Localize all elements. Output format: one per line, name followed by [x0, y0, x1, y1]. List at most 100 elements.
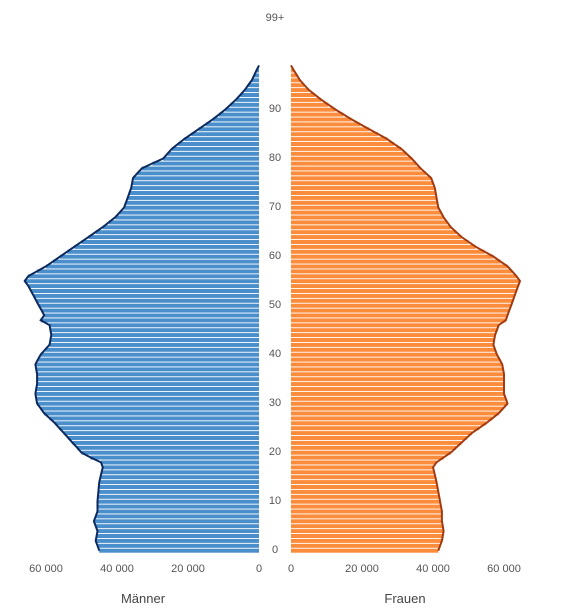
female-bar-age-24 [291, 431, 473, 436]
female-bar-age-22 [291, 440, 462, 445]
male-bar-age-55 [24, 279, 260, 284]
male-bar-age-83 [178, 142, 259, 146]
male-bar-age-91 [230, 102, 259, 107]
female-bar-age-84 [291, 137, 387, 142]
male-bar-age-71 [125, 200, 259, 205]
male-bar-age-24 [63, 431, 259, 436]
male-bar-age-57 [37, 269, 259, 274]
male-bar-age-88 [212, 117, 259, 122]
female-bar-age-7 [291, 514, 442, 519]
male-bar-age-6 [93, 519, 259, 524]
male-bar-age-26 [54, 421, 259, 426]
female-bar-age-5 [291, 524, 443, 529]
female-bar-age-38 [291, 362, 503, 367]
female-bar-age-31 [291, 396, 506, 401]
male-bar-age-2 [95, 538, 259, 543]
female-bar-age-1 [291, 543, 441, 548]
male-bar-age-93 [240, 93, 259, 97]
age-tick-label-40: 40 [269, 348, 281, 360]
female-bar-age-86 [291, 127, 370, 132]
male-bar-age-84 [184, 137, 259, 142]
female-bar-age-61 [291, 249, 485, 254]
male-bar-age-29 [40, 406, 259, 411]
male-bar-age-70 [124, 205, 259, 210]
male-bar-age-73 [129, 191, 259, 195]
male-bar-age-28 [44, 411, 259, 416]
male-bar-age-13 [98, 485, 260, 489]
female-bar-age-73 [291, 191, 436, 195]
male-bar-age-96 [251, 78, 259, 83]
male-bar-age-90 [225, 107, 259, 112]
male-bar-age-60 [60, 254, 260, 259]
female-bar-age-19 [291, 455, 444, 460]
age-tick-label-80: 80 [269, 152, 281, 164]
male-bar-age-89 [219, 112, 259, 117]
female-bar-age-6 [291, 519, 442, 524]
male-bar-age-61 [67, 249, 259, 254]
female-bar-age-41 [291, 347, 496, 352]
age-tick-label-top: 99+ [266, 12, 285, 24]
male-bar-age-25 [59, 426, 259, 431]
female-bar-age-34 [291, 382, 504, 387]
female-bar-age-63 [291, 240, 469, 244]
male-bar-age-51 [36, 298, 259, 303]
male-bar-age-66 [102, 225, 259, 230]
female-bar-age-70 [291, 205, 439, 210]
male-bar-age-42 [49, 342, 259, 347]
male-bar-age-80 [163, 156, 259, 161]
male-bar-age-68 [115, 215, 259, 220]
female-bar-age-9 [291, 504, 441, 509]
age-axis-labels: 0 10 20 30 40 50 60 70 80 90 99+ [266, 12, 285, 556]
female-bar-age-96 [291, 78, 300, 83]
female-bar-age-55 [291, 279, 520, 284]
female-bar-age-40 [291, 352, 497, 357]
male-bar-age-14 [99, 480, 259, 485]
male-bar-age-67 [109, 220, 259, 225]
female-bar-age-59 [291, 259, 501, 264]
male-outline-line [23, 64, 260, 551]
female-bar-age-0 [291, 548, 439, 553]
male-series-label: Männer [121, 591, 166, 606]
age-tick-label-30: 30 [269, 397, 281, 409]
male-bar-age-1 [97, 543, 259, 548]
male-bar-age-36 [37, 372, 259, 377]
male-bar-age-59 [53, 259, 259, 264]
male-x-tick-2: 20 000 [171, 563, 205, 575]
male-bar-age-5 [95, 524, 259, 529]
female-bar-age-85 [291, 132, 378, 137]
female-bar-age-21 [291, 445, 457, 450]
female-bar-age-37 [291, 367, 504, 372]
female-bar-age-77 [291, 171, 426, 176]
female-bar-age-81 [291, 151, 407, 156]
age-tick-label-90: 90 [269, 103, 281, 115]
male-bars-group [24, 68, 260, 553]
female-bar-age-33 [291, 387, 504, 391]
female-bar-age-89 [291, 112, 344, 117]
male-bar-age-79 [152, 161, 259, 166]
male-bar-age-7 [95, 514, 259, 519]
age-tick-label-20: 20 [269, 446, 281, 458]
male-bar-age-92 [235, 97, 259, 102]
female-bar-age-56 [291, 274, 517, 279]
male-bar-age-62 [74, 244, 260, 249]
female-bar-age-67 [291, 220, 448, 225]
male-bar-age-0 [99, 548, 259, 553]
male-bar-age-18 [101, 460, 260, 465]
male-bar-age-43 [50, 338, 259, 342]
male-bar-age-53 [30, 289, 259, 293]
male-bar-age-10 [97, 499, 259, 504]
male-bar-age-74 [131, 186, 259, 191]
female-bar-age-69 [291, 210, 441, 215]
female-x-tick-1: 20 000 [345, 563, 379, 575]
female-bar-age-94 [291, 88, 309, 93]
male-bar-age-69 [119, 210, 259, 215]
female-x-tick-0: 0 [288, 563, 294, 575]
male-bar-age-47 [40, 318, 259, 323]
female-bar-age-87 [291, 122, 361, 127]
female-bar-age-52 [291, 293, 515, 298]
male-bar-age-52 [33, 293, 260, 298]
female-bar-age-65 [291, 230, 457, 235]
male-bar-age-94 [244, 88, 259, 93]
age-tick-label-10: 10 [269, 495, 281, 507]
